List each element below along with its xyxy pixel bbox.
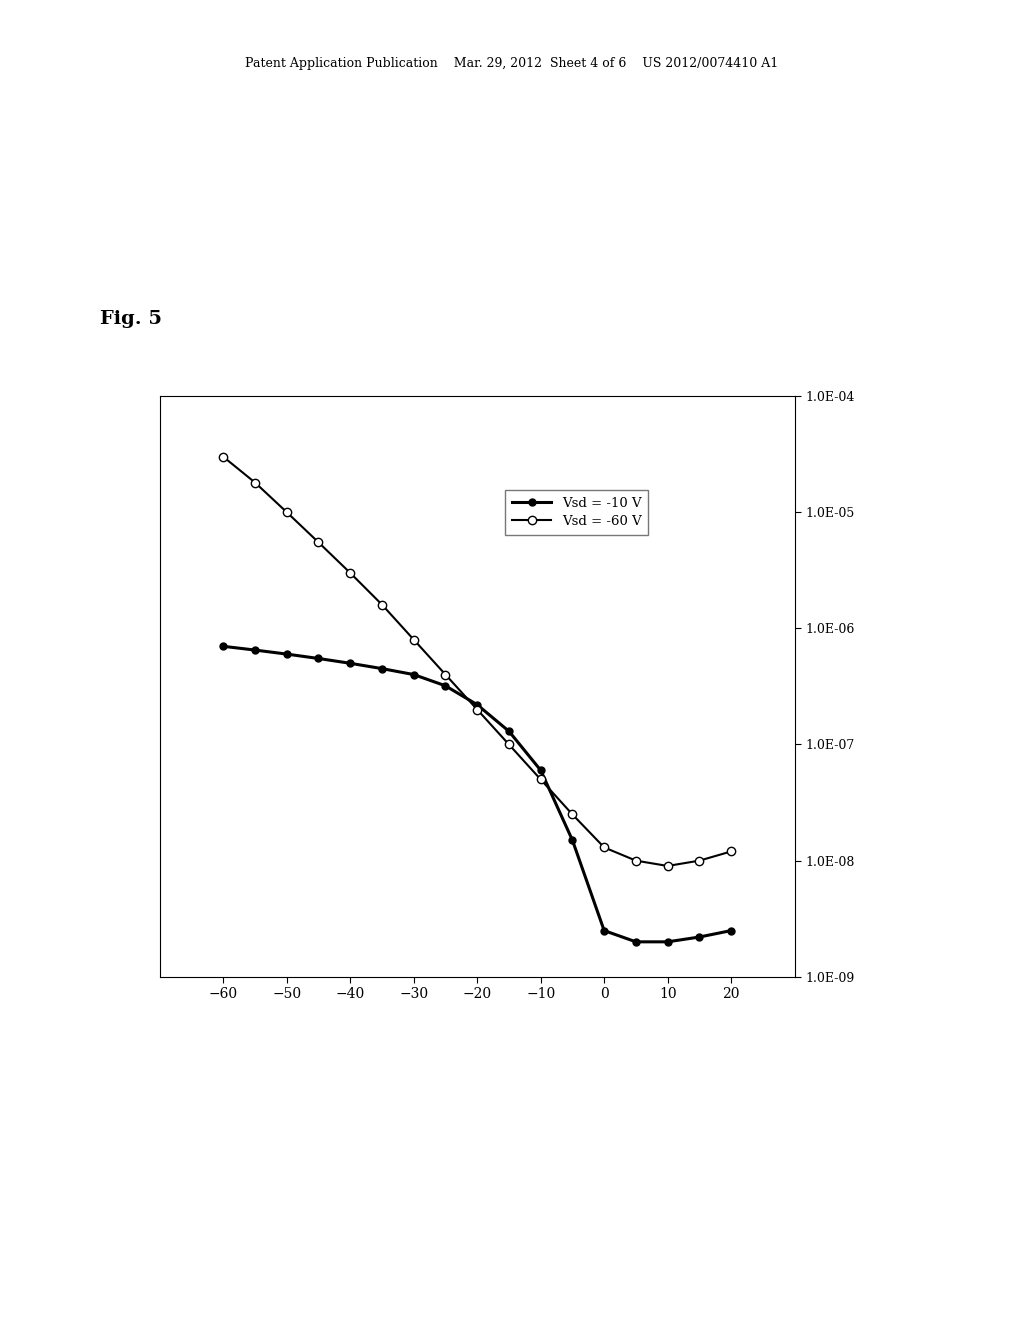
Vsd = -10 V xyxy=(439,678,452,694)
Vsd = -10 V xyxy=(598,923,610,939)
Vsd = -10 V xyxy=(312,651,325,667)
Text: Fig. 5: Fig. 5 xyxy=(100,310,163,329)
Vsd = -10 V xyxy=(503,723,515,739)
Vsd = -60 V xyxy=(249,475,261,491)
Vsd = -60 V xyxy=(598,840,610,855)
Vsd = -60 V xyxy=(217,449,229,465)
Vsd = -10 V xyxy=(566,833,579,849)
Vsd = -60 V xyxy=(281,504,293,520)
Vsd = -60 V xyxy=(439,667,452,682)
Vsd = -10 V xyxy=(344,655,356,671)
Text: Patent Application Publication    Mar. 29, 2012  Sheet 4 of 6    US 2012/0074410: Patent Application Publication Mar. 29, … xyxy=(246,57,778,70)
Vsd = -10 V xyxy=(662,935,674,950)
Vsd = -10 V xyxy=(725,923,737,939)
Vsd = -10 V xyxy=(471,697,483,713)
Vsd = -10 V xyxy=(281,647,293,663)
Vsd = -60 V xyxy=(471,702,483,718)
Vsd = -10 V xyxy=(376,661,388,677)
Vsd = -60 V xyxy=(662,858,674,874)
Vsd = -60 V xyxy=(344,565,356,581)
Legend: Vsd = -10 V, Vsd = -60 V: Vsd = -10 V, Vsd = -60 V xyxy=(505,490,648,535)
Vsd = -60 V xyxy=(693,853,706,869)
Vsd = -10 V xyxy=(249,642,261,657)
Vsd = -60 V xyxy=(376,597,388,612)
Vsd = -10 V xyxy=(217,639,229,655)
Vsd = -10 V xyxy=(630,935,642,950)
Vsd = -10 V xyxy=(693,929,706,945)
Vsd = -60 V xyxy=(725,843,737,859)
Vsd = -60 V xyxy=(630,853,642,869)
Vsd = -60 V xyxy=(312,535,325,550)
Vsd = -60 V xyxy=(566,807,579,822)
Line: Vsd = -60 V: Vsd = -60 V xyxy=(219,453,735,870)
Vsd = -60 V xyxy=(408,632,420,648)
Vsd = -60 V xyxy=(535,771,547,787)
Vsd = -10 V xyxy=(408,667,420,682)
Vsd = -60 V xyxy=(503,737,515,752)
Line: Vsd = -10 V: Vsd = -10 V xyxy=(220,643,734,945)
Vsd = -10 V xyxy=(535,763,547,779)
